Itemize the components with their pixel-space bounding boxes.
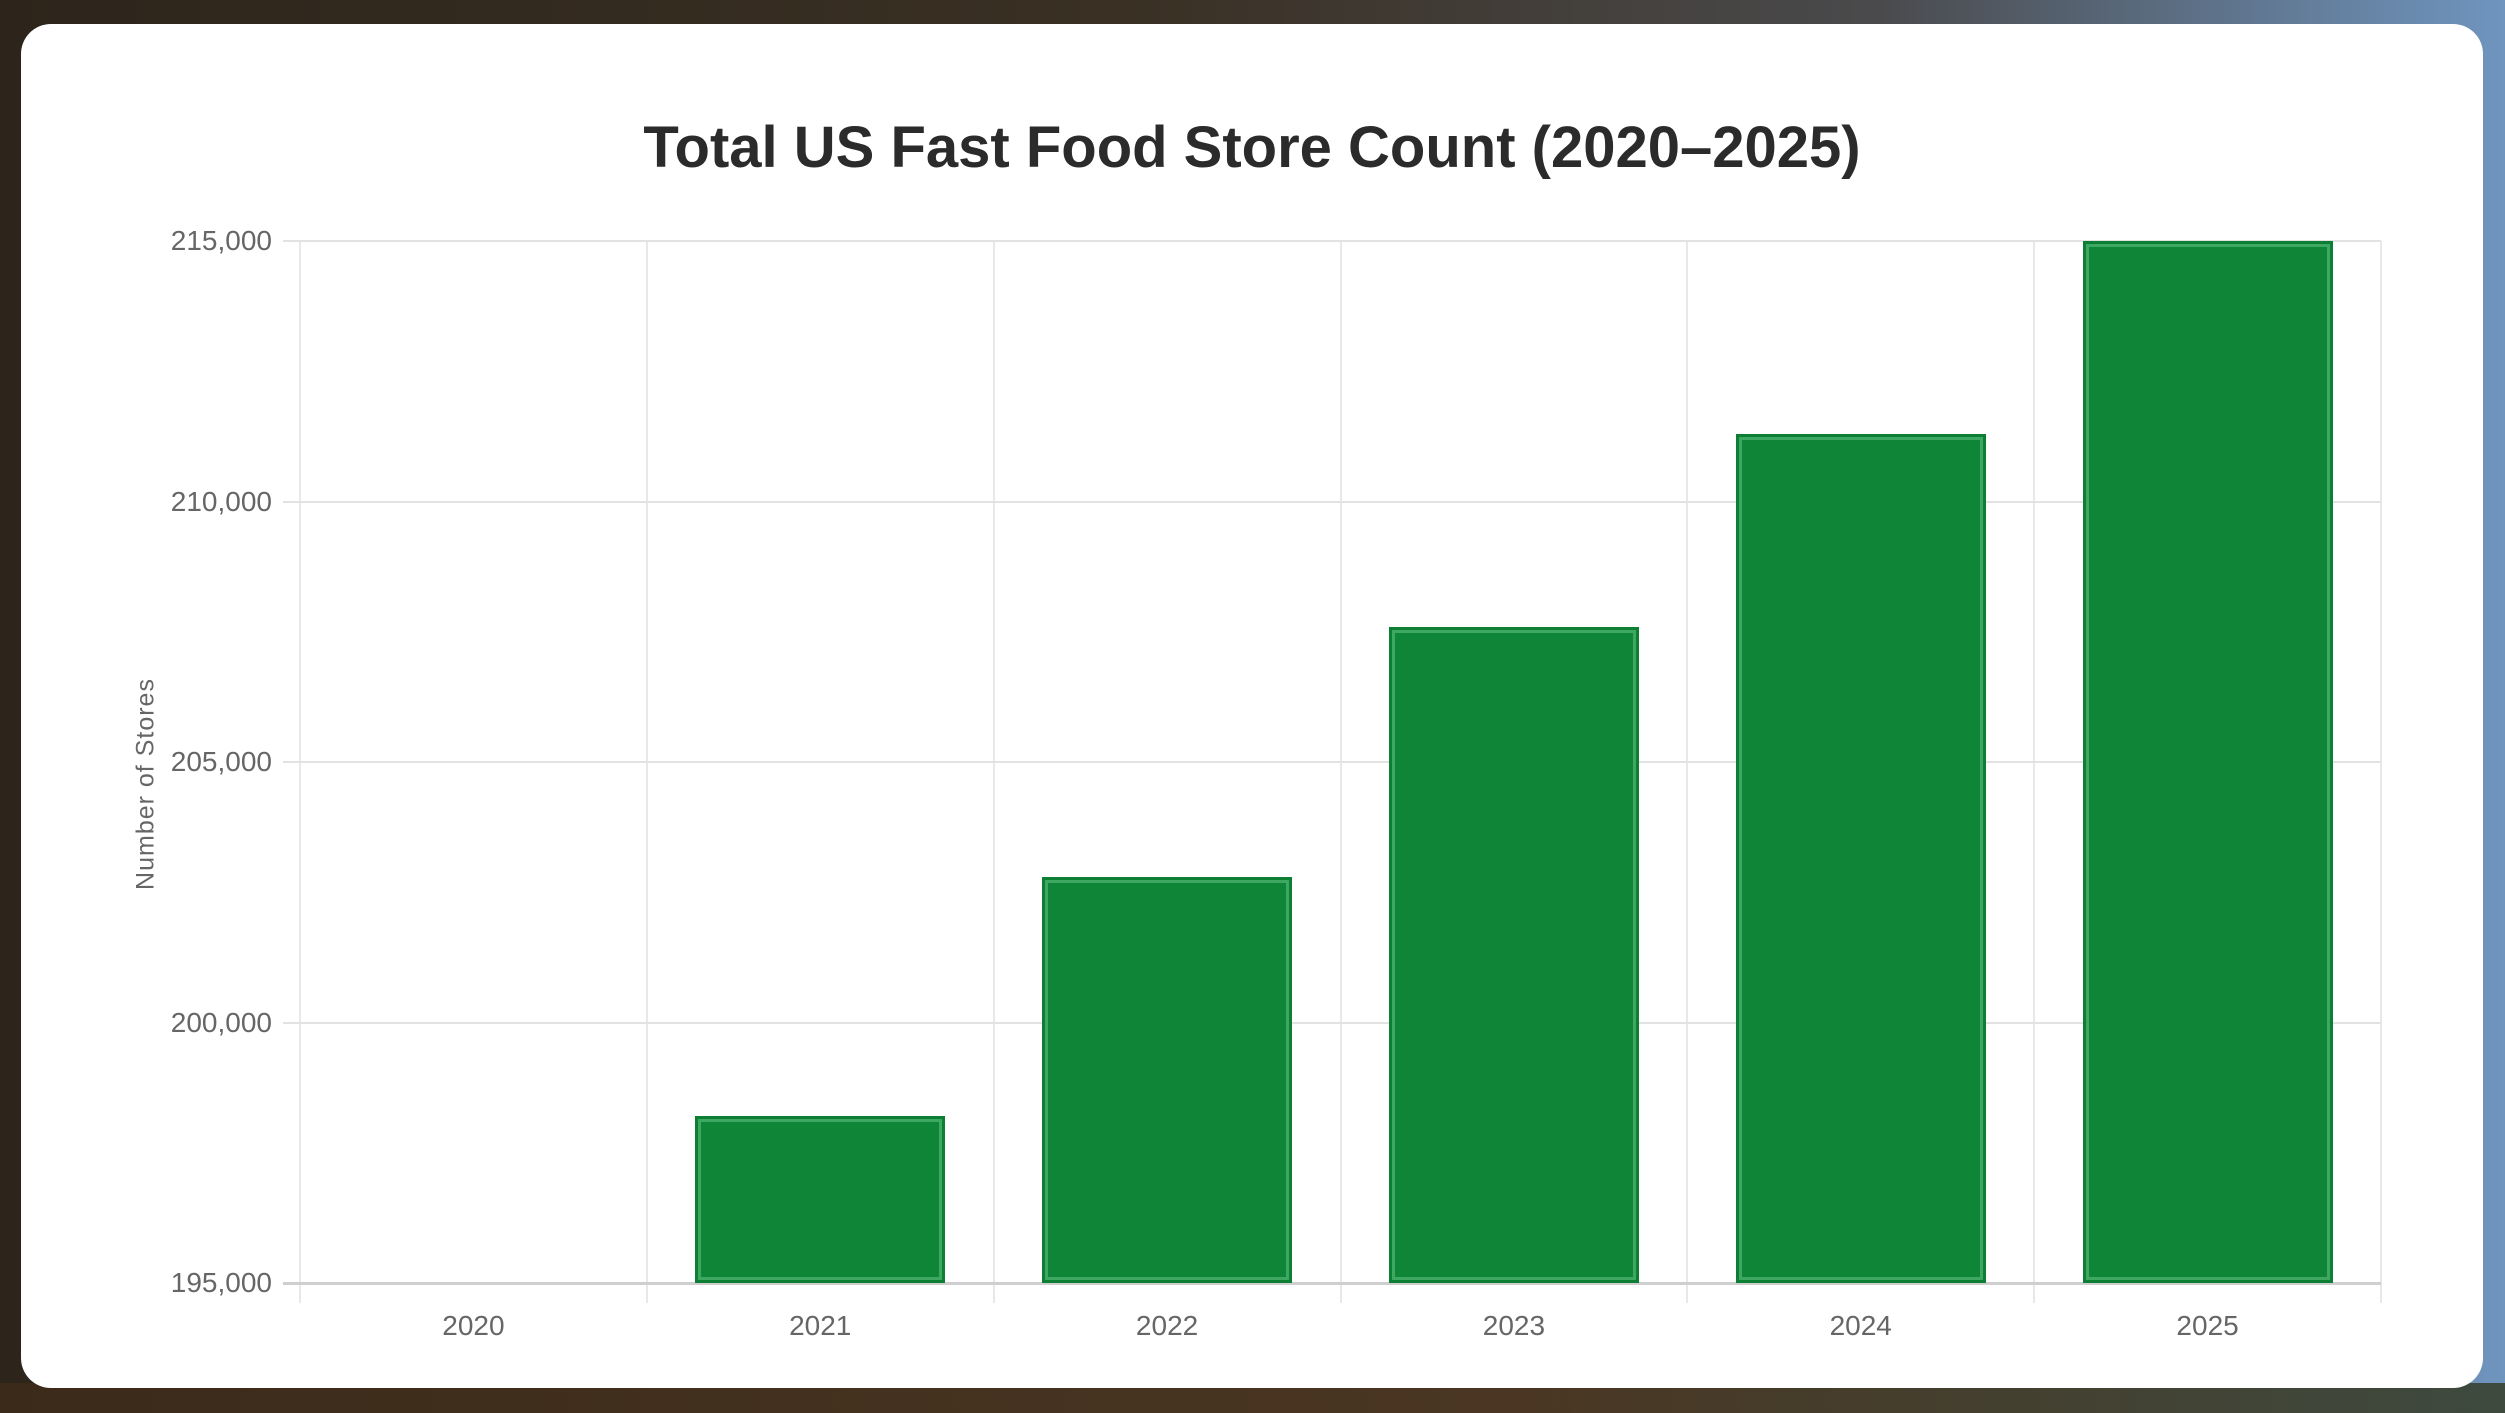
y-tick-label: 200,000 (170, 1006, 272, 1038)
gridline-vertical (992, 241, 995, 1303)
gridline-vertical (1339, 241, 1342, 1303)
y-tick-label: 215,000 (170, 225, 272, 256)
bar-2025[interactable] (2082, 241, 2333, 1283)
x-tick-label: 2021 (789, 1310, 852, 1341)
x-tick-label: 2022 (1135, 1310, 1199, 1341)
gridline-horizontal (283, 761, 2381, 763)
gridline-vertical (2033, 241, 2036, 1303)
bar-2024[interactable] (1735, 433, 1986, 1283)
plot-area: 195,000 200,000 205,000 210,000 215,000 2020 2… (171, 225, 2382, 1341)
gridline-vertical (299, 241, 301, 1303)
x-tick-label: 2025 (2176, 1310, 2239, 1341)
y-axis-label: Number of Stores (131, 678, 160, 890)
bar-2023[interactable] (1388, 626, 1639, 1283)
gridline-horizontal (283, 500, 2381, 503)
y-tick-label: 195,000 (170, 1267, 272, 1298)
bar-2022[interactable] (1042, 876, 1293, 1283)
bar-2021[interactable] (695, 1116, 946, 1283)
x-axis-line (283, 1282, 2381, 1285)
background-strip (0, 1383, 2505, 1413)
y-tick-label: 210,000 (170, 485, 272, 517)
gridline-vertical (645, 241, 648, 1303)
x-tick-label: 2024 (1829, 1310, 1892, 1341)
chart-title: Total US Fast Food Store Count (2020–202… (643, 115, 1861, 180)
gridline-vertical (1686, 241, 1689, 1303)
gridline-vertical (2380, 241, 2382, 1303)
gridline-horizontal (283, 240, 2381, 242)
x-tick-label: 2020 (442, 1310, 505, 1341)
x-tick-label: 2023 (1482, 1310, 1546, 1341)
y-tick-label: 205,000 (170, 746, 272, 777)
gridline-horizontal (283, 1021, 2381, 1024)
